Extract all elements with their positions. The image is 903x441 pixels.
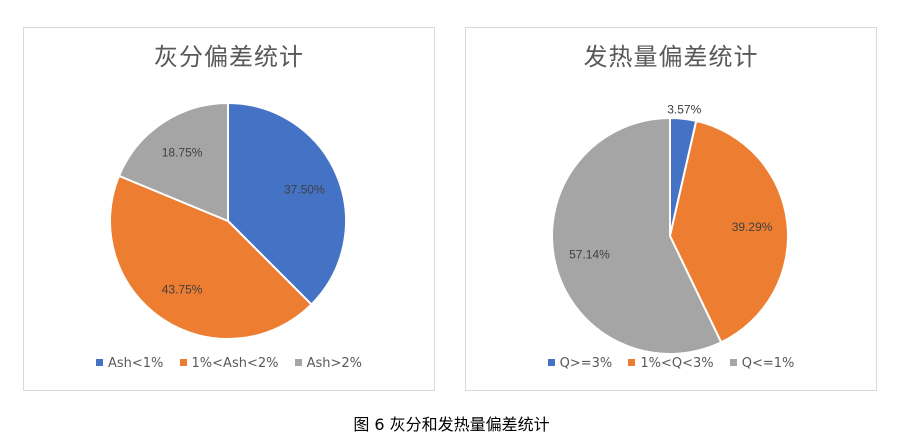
slice-data-label: 57.14% (569, 247, 610, 261)
chart-legend: Q>=3% 1%<Q<3% Q<=1% (466, 356, 876, 371)
pie-slice (117, 101, 229, 223)
pie-slice (551, 116, 723, 355)
legend-swatch (294, 359, 302, 366)
legend-label: 1%<Q<3% (640, 356, 714, 371)
legend-label: Ash<1% (107, 356, 164, 371)
chart-legend: Ash<1% 1%<Ash<2% Ash>2% (24, 356, 434, 371)
legend-item: 1%<Ash<2% (179, 356, 279, 371)
pie-slice (227, 101, 347, 306)
pie-slice (668, 119, 789, 344)
slice-data-label: 39.29% (732, 220, 773, 234)
slice-data-label: 18.75% (162, 145, 203, 159)
legend-label: Q<=1% (741, 356, 795, 371)
legend-item: Ash>2% (294, 356, 363, 371)
legend-label: Ash>2% (306, 356, 363, 371)
slice-data-label: 3.57% (667, 102, 701, 116)
ash-deviation-chart-panel: 灰分偏差统计 37.50% 43.75% 18.75% Ash<1% 1%<Ash<… (23, 27, 435, 391)
figure-caption: 图 6 灰分和发热量偏差统计 (353, 415, 550, 434)
heat-deviation-pie-chart: 3.57% 39.29% 57.14% (551, 102, 789, 355)
legend-item: Q<=1% (729, 356, 795, 371)
pie-slice (109, 174, 313, 340)
legend-swatch (95, 359, 103, 366)
slice-data-label: 37.50% (284, 182, 325, 196)
chart-title: 灰分偏差统计 (154, 43, 304, 71)
ash-deviation-pie-chart: 37.50% 43.75% 18.75% (109, 101, 347, 340)
legend-label: 1%<Ash<2% (191, 356, 279, 371)
legend-swatch (179, 359, 187, 366)
legend-swatch (547, 359, 555, 366)
chart-title: 发热量偏差统计 (583, 43, 759, 71)
slice-data-label: 43.75% (162, 283, 203, 297)
legend-label: Q>=3% (559, 356, 613, 371)
legend-swatch (729, 359, 737, 366)
legend-item: Ash<1% (95, 356, 164, 371)
legend-item: Q>=3% (547, 356, 613, 371)
heat-deviation-chart-panel: 发热量偏差统计 3.57% 39.29% 57.14% Q>=3% 1%<Q<3% … (465, 27, 877, 391)
legend-swatch (628, 359, 636, 366)
legend-item: 1%<Q<3% (628, 356, 714, 371)
